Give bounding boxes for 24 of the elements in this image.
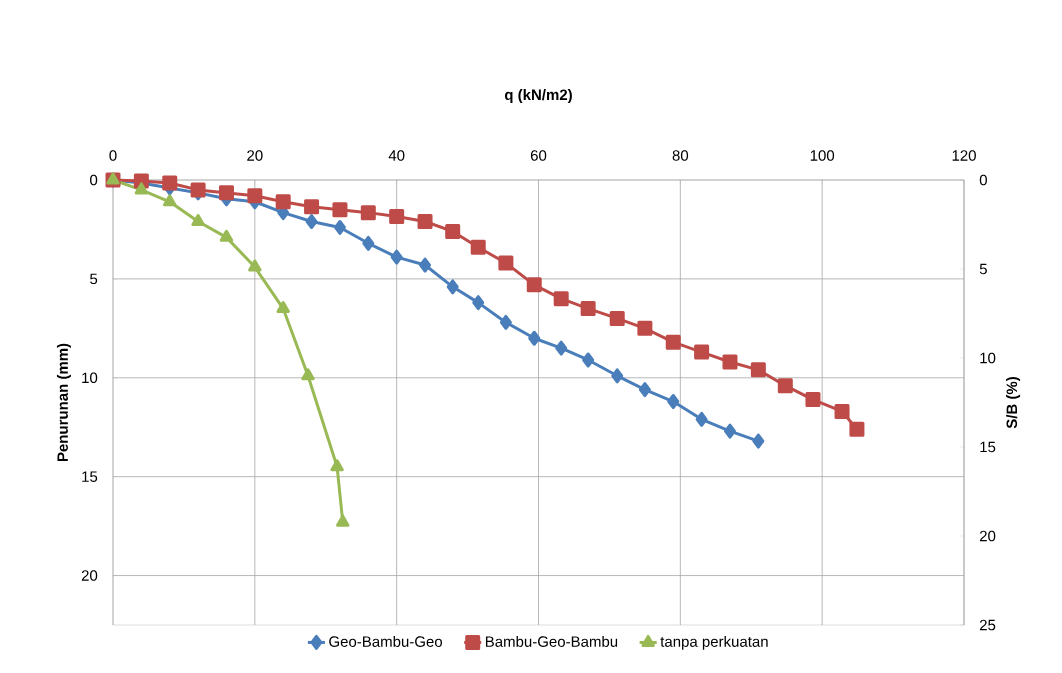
- legend-label: Geo-Bambu-Geo: [329, 635, 443, 647]
- y-tick-label: 10: [82, 372, 98, 384]
- x-tick-label: 100: [810, 150, 835, 161]
- y-tick-label: 15: [82, 471, 98, 482]
- y2-tick-label: 25: [979, 619, 996, 631]
- y-tick-label: 5: [90, 273, 98, 285]
- y2-tick-label: 15: [980, 441, 996, 453]
- x-tick-label: 40: [388, 150, 405, 161]
- x-tick-label: 20: [247, 150, 263, 161]
- y-axis-title: Penurunan (mm): [56, 343, 71, 462]
- y2-tick-label: 20: [979, 530, 996, 542]
- x-tick-label: 0: [109, 150, 117, 161]
- x-tick-label: 80: [672, 150, 689, 161]
- y2-axis-title: S/B (%): [1006, 377, 1021, 429]
- legend-label: Bambu-Geo-Bambu: [485, 635, 618, 647]
- x-axis-title: q (kN/m2): [504, 89, 572, 103]
- x-tick-label: 60: [530, 150, 547, 161]
- y-tick-label: 0: [90, 174, 98, 186]
- y2-tick-label: 5: [979, 263, 987, 275]
- legend-label: tanpa perkuatan: [660, 635, 768, 650]
- y2-tick-label: 10: [980, 352, 996, 364]
- x-tick-label: 120: [952, 150, 976, 161]
- y2-tick-label: 0: [979, 174, 987, 186]
- y-tick-label: 20: [81, 570, 98, 581]
